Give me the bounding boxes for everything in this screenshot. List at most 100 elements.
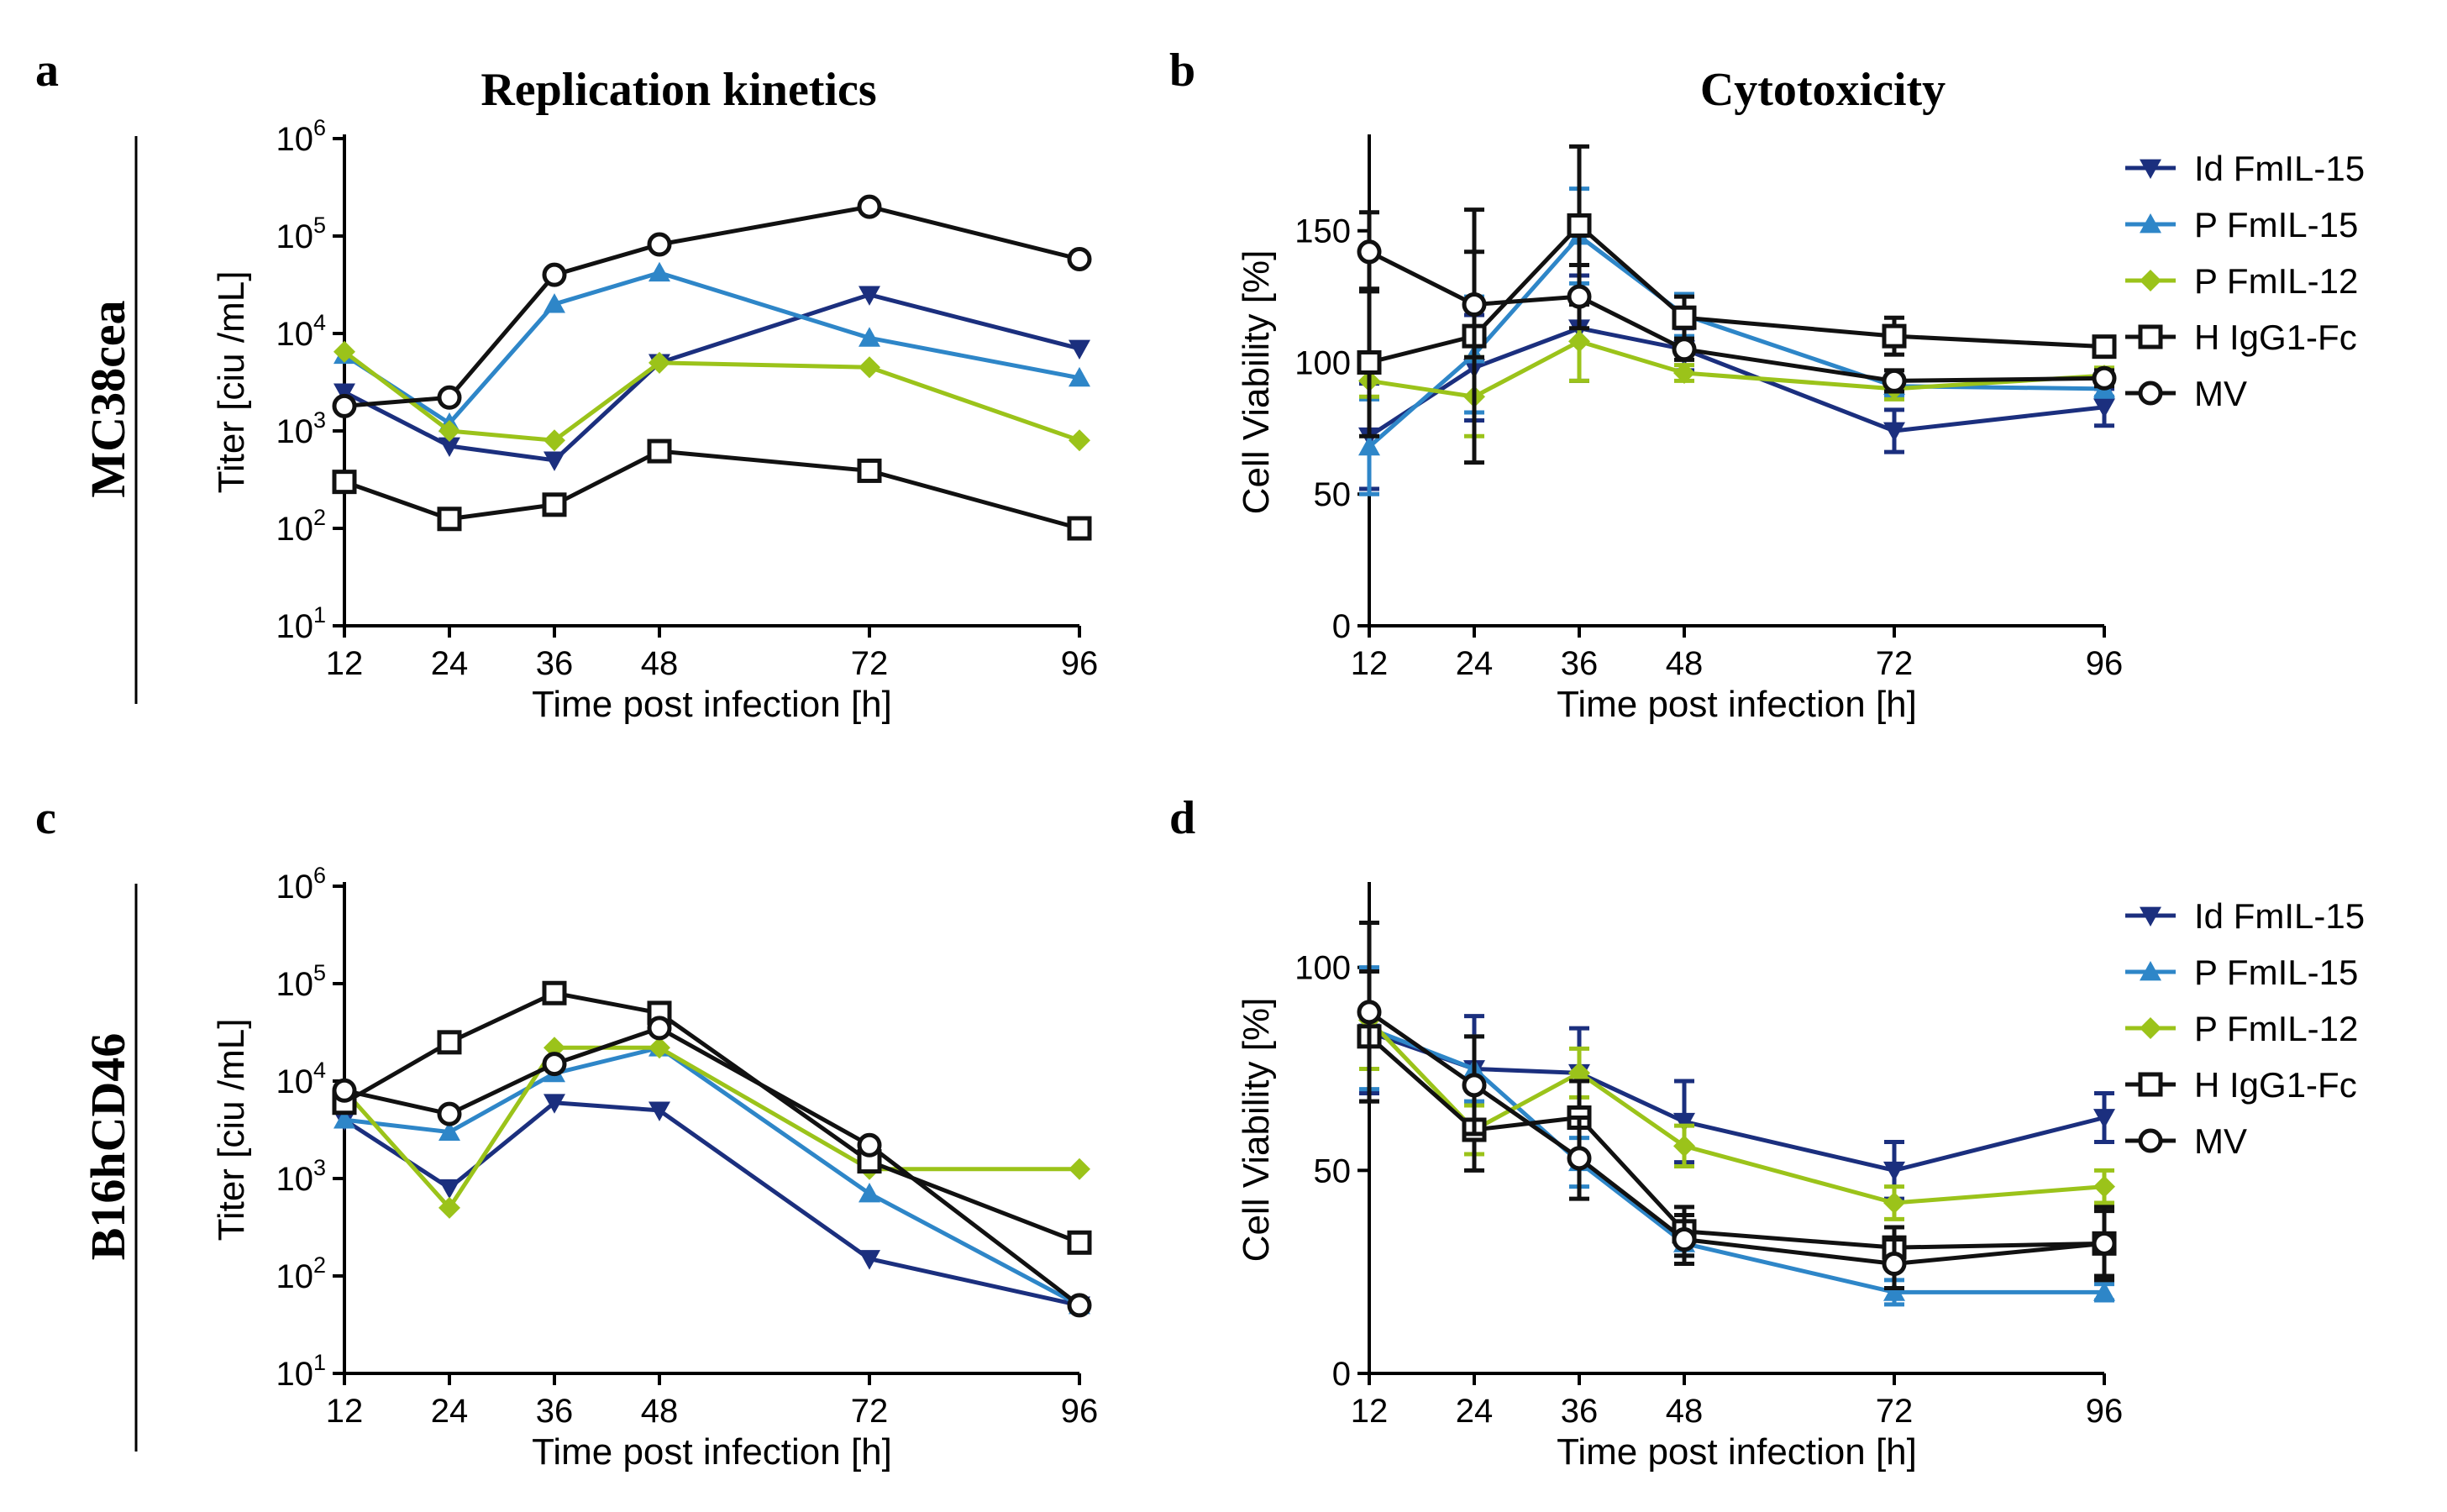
legend-label: MV [2194,1121,2247,1161]
x-tick-label: 12 [326,645,364,682]
x-axis-label: Time post infection [h] [1557,684,1917,725]
data-point [1883,1281,1905,1301]
y-tick-base: 10 [276,316,313,353]
y-tick-label: 101 [276,1350,326,1393]
x-tick-label: 72 [851,645,889,682]
y-tick-label: 104 [276,1058,326,1100]
y-tick-label: 103 [276,407,326,450]
data-point [859,1250,880,1270]
legend-label: P FmIL-12 [2194,261,2358,301]
x-tick-label: 12 [1351,645,1389,682]
y-tick-exponent: 6 [313,115,326,140]
y-axis-label: Titer [ciu /mL] [211,271,252,494]
y-tick-label: 102 [276,505,326,548]
legend-swatch-marker [2140,906,2161,927]
series-mv [332,194,1092,418]
y-tick-base: 10 [276,1161,313,1198]
data-point [2093,398,2115,418]
y-tick-label: 0 [1332,1356,1351,1393]
series-line [1368,1018,2105,1205]
data-point [1568,330,1590,353]
data-point [859,1182,880,1203]
x-tick-label: 24 [1456,645,1494,682]
series-line [343,349,1080,443]
data-point [1882,1252,1907,1276]
legend-label: H IgG1-Fc [2194,318,2357,357]
y-tick-label: 104 [276,310,326,353]
x-axis-label: Time post infection [h] [532,684,892,725]
series-line [344,1026,1081,1307]
y-tick-base: 10 [276,413,313,450]
y-tick-label: 102 [276,1252,326,1295]
data-point [1673,1112,1695,1133]
series-p-fmil-12 [333,340,1090,452]
y-tick-label: 50 [1314,476,1352,513]
data-point [649,261,670,282]
row-label-mc38cea: MC38cea [81,300,135,497]
y-tick-label: 150 [1294,213,1351,250]
y-tick-label: 50 [1314,1152,1352,1189]
data-point [857,1132,882,1158]
y-tick-exponent: 4 [313,1058,326,1083]
x-tick-label: 36 [536,645,574,682]
data-point [1069,339,1090,360]
x-tick-label: 96 [1061,1393,1099,1430]
y-tick-exponent: 4 [313,310,326,335]
legend-swatch-marker [2140,159,2161,179]
data-point [438,1196,460,1219]
data-point [1672,1227,1697,1252]
data-point [333,1109,355,1129]
data-point [649,1037,670,1059]
series-id-fmil-15 [333,286,1090,471]
legend-item-id-fmil-15: Id FmIL-15 [2125,896,2365,936]
data-point [543,451,565,471]
x-tick-label: 96 [1061,645,1099,682]
y-tick-base: 10 [276,966,313,1003]
legend-swatch-marker [2140,270,2161,291]
y-tick-base: 10 [276,218,313,255]
data-point [1673,1135,1695,1158]
x-tick-label: 72 [851,1393,889,1430]
legend-label: MV [2194,374,2247,413]
series-line [343,292,1080,463]
y-tick-label: 100 [1294,950,1351,987]
legend-swatch-marker [2140,1017,2161,1039]
data-point [1067,246,1092,271]
data-point [857,458,882,483]
data-point [542,262,567,287]
legend-swatch-marker [2138,1128,2163,1153]
x-tick-label: 72 [1876,1393,1914,1430]
data-point [1672,305,1697,330]
data-point [1568,1062,1590,1084]
data-point [438,437,460,457]
x-axis-label: Time post infection [h] [532,1431,892,1473]
series-line [1368,223,2105,365]
data-point [857,194,882,219]
x-axis-label: Time post infection [h] [1557,1431,1917,1473]
legend-item-p-fmil-12: P FmIL-12 [2125,261,2358,301]
legend-label: H IgG1-Fc [2194,1065,2357,1105]
series-line [343,270,1080,426]
series-line [344,204,1080,408]
data-point [859,356,880,379]
data-point [542,492,567,517]
data-point [1883,422,1905,442]
y-tick-label: 101 [276,602,326,645]
y-tick-base: 10 [276,1258,313,1295]
y-tick-exponent: 3 [313,1155,326,1180]
data-point [1357,239,1382,265]
x-tick-label: 24 [431,1393,469,1430]
y-axis-label: Titer [ciu /mL] [211,1019,252,1242]
data-point [647,1016,672,1041]
data-point [543,293,565,313]
y-tick-exponent: 1 [313,1350,326,1375]
data-point [1357,349,1382,375]
x-tick-label: 24 [1456,1393,1494,1430]
data-point [333,383,355,403]
y-tick-exponent: 2 [313,505,326,530]
row-label-group-top: MC38cea [81,136,138,704]
panel-letter: d [1169,792,1195,844]
legend-label: P FmIL-15 [2194,205,2358,244]
x-tick-label: 48 [1666,645,1704,682]
